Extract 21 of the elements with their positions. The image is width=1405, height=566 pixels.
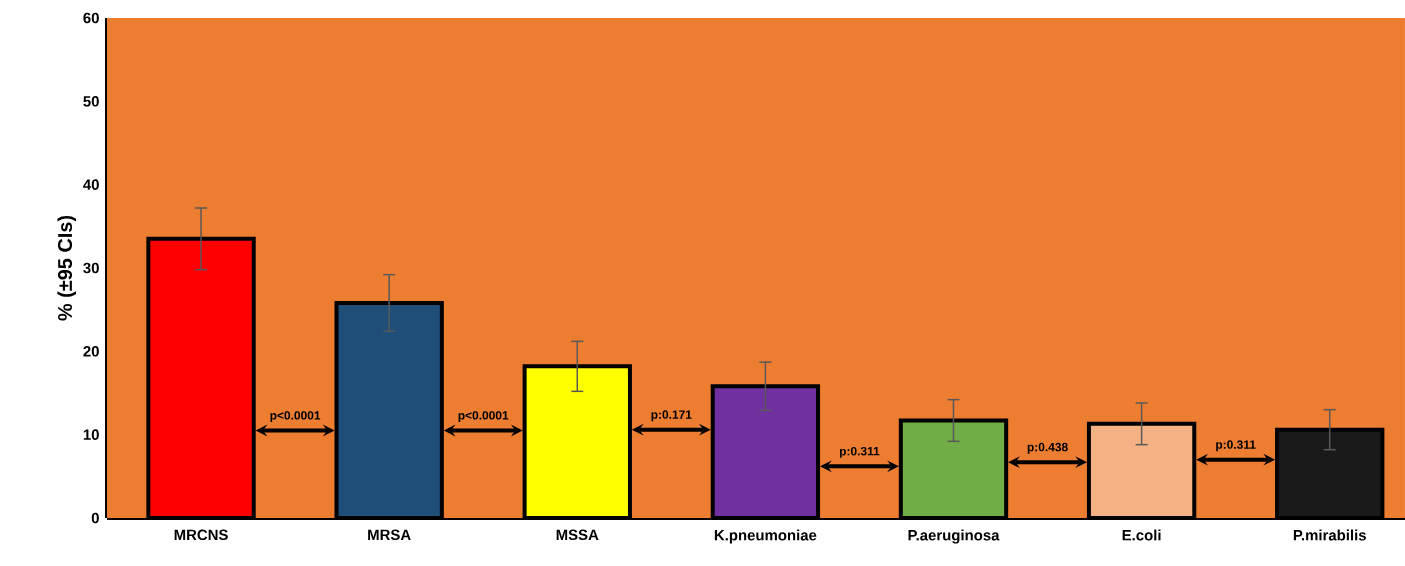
x-tick-label: P.mirabilis: [1293, 529, 1366, 541]
annotation: p<0.0001: [270, 411, 321, 422]
x-tick-label: MSSA: [556, 529, 599, 541]
annotation: p:0.171: [651, 410, 692, 422]
y-axis-title: % (±95 CIs): [57, 215, 77, 321]
annotation: p:0.438: [1027, 442, 1068, 454]
x-tick-label: E.coli: [1122, 529, 1161, 541]
y-tick-label: 0: [91, 512, 99, 524]
y-tick-label: 50: [83, 96, 99, 107]
annotation: p:0.311: [839, 446, 880, 458]
annotation: p<0.0001: [458, 411, 509, 422]
x-tick-label: MRCNS: [174, 529, 228, 541]
x-tick-label: K.pneumoniae: [714, 529, 817, 544]
y-tick-label: 20: [83, 346, 99, 357]
y-tick-label: 60: [83, 12, 99, 24]
x-tick-label: MRSA: [368, 529, 411, 541]
y-tick-label: 40: [83, 179, 99, 190]
y-tick-label: 10: [83, 429, 99, 440]
x-tick-label: P.aeruginosa: [908, 529, 1000, 544]
y-tick-label: 30: [83, 262, 99, 274]
annotation: p:0.311: [1216, 440, 1256, 452]
